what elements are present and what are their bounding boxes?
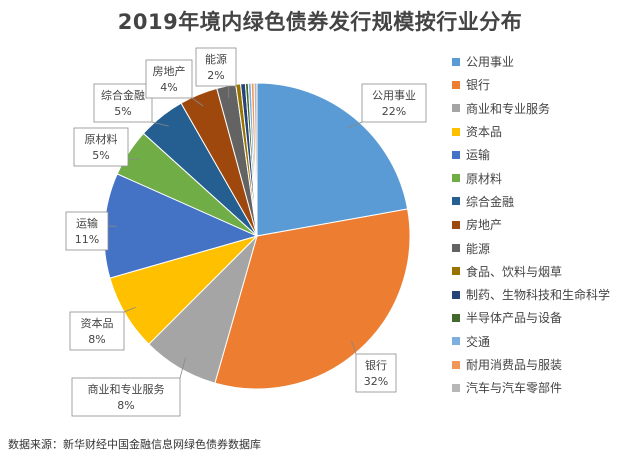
legend-swatch [452, 127, 460, 136]
data-label-percent: 11% [75, 233, 99, 246]
legend-label: 原材料 [466, 171, 503, 186]
legend-swatch [452, 313, 460, 322]
data-label-percent: 32% [364, 375, 388, 388]
legend-label: 银行 [466, 78, 491, 93]
legend-item: 食品、饮料与烟草 [452, 260, 640, 283]
legend-swatch [452, 337, 460, 346]
legend-item: 公用事业 [452, 50, 640, 73]
data-label-percent: 5% [114, 105, 131, 118]
data-label-name: 商业和专业服务 [88, 382, 165, 396]
data-label-name: 运输 [76, 216, 98, 230]
legend-item: 资本品 [452, 120, 640, 143]
legend-label: 公用事业 [466, 55, 515, 70]
legend-item: 半导体产品与设备 [452, 306, 640, 329]
legend-label: 半导体产品与设备 [466, 311, 563, 326]
leader-line [151, 121, 169, 127]
data-label-percent: 4% [160, 81, 177, 94]
legend-label: 制药、生物科技和生命科学 [466, 288, 611, 303]
legend-label: 综合金融 [466, 194, 515, 209]
legend-label: 房地产 [466, 218, 503, 233]
legend-label: 运输 [466, 148, 491, 163]
legend-item: 商业和专业服务 [452, 97, 640, 120]
legend-item: 汽车与汽车零部件 [452, 376, 640, 399]
data-label-box [71, 377, 181, 417]
legend-swatch [452, 104, 460, 113]
legend-item: 交通 [452, 330, 640, 353]
legend-swatch [452, 383, 460, 392]
legend-swatch [452, 57, 460, 66]
data-label-box [355, 353, 397, 393]
data-label-name: 房地产 [153, 64, 186, 78]
data-label-percent: 5% [92, 149, 109, 162]
data-label-box [73, 127, 129, 167]
data-source-note: 数据来源：新华财经中国金融信息网绿色债券数据库 [8, 438, 261, 451]
legend-label: 食品、饮料与烟草 [466, 264, 563, 279]
data-label-percent: 22% [382, 105, 406, 118]
data-label-percent: 8% [88, 333, 105, 346]
data-label-percent: 2% [207, 69, 224, 82]
legend-label: 商业和专业服务 [466, 101, 551, 116]
legend-label: 资本品 [466, 125, 503, 140]
legend-swatch [452, 290, 460, 299]
data-label-name: 公用事业 [372, 89, 416, 102]
leader-line [347, 121, 363, 129]
legend-item: 综合金融 [452, 190, 640, 213]
legend-label: 交通 [466, 334, 491, 349]
data-label-box [93, 83, 153, 123]
pie-slice [214, 208, 411, 390]
legend: 公用事业银行商业和专业服务 资本品运输原材料综合金融房地产能源食品、饮料与烟草制药… [452, 50, 640, 399]
legend-swatch [452, 197, 460, 206]
legend-item: 制药、生物科技和生命科学 [452, 283, 640, 306]
legend-label: 汽车与汽车零部件 [466, 381, 563, 396]
legend-item: 耐用消费品与服装 [452, 353, 640, 376]
legend-swatch [452, 174, 460, 183]
legend-swatch [452, 267, 460, 276]
legend-swatch [452, 360, 460, 369]
legend-label: 耐用消费品与服装 [466, 358, 563, 372]
data-label-box [361, 83, 427, 123]
pie-slice [256, 82, 409, 237]
data-label-name: 综合金融 [101, 88, 145, 102]
chart-title: 2019年境内绿色债券发行规模按行业分布 [117, 10, 523, 34]
data-label-box [69, 311, 125, 351]
data-label-name: 能源 [205, 52, 227, 66]
pie-slice [253, 82, 258, 237]
leader-line [351, 340, 357, 355]
legend-swatch [452, 80, 460, 89]
legend-item: 能源 [452, 236, 640, 259]
legend-swatch [452, 150, 460, 159]
data-label-name: 银行 [365, 358, 387, 372]
pie-data-labels: 公用事业 22% 银行 32% 商业和专业服务 8% 资本品 8% 运输 11% 原材料 5% 综合金融… [65, 47, 427, 417]
legend-item: 银行 [452, 73, 640, 96]
data-label-name: 资本品 [81, 316, 114, 330]
leader-line [191, 97, 204, 107]
legend-item: 原材料 [452, 166, 640, 189]
legend-swatch [452, 220, 460, 229]
data-label-box [195, 47, 237, 87]
leader-line [123, 307, 136, 313]
legend-swatch [452, 244, 460, 253]
data-label-name: 原材料 [85, 132, 118, 146]
legend-label: 能源 [466, 241, 491, 256]
legend-item: 房地产 [452, 213, 640, 236]
data-label-box [65, 211, 109, 251]
data-label-box [145, 59, 193, 99]
legend-item: 运输 [452, 143, 640, 166]
data-label-percent: 8% [117, 399, 134, 412]
leader-line [179, 357, 186, 379]
pie-slices [103, 82, 411, 390]
